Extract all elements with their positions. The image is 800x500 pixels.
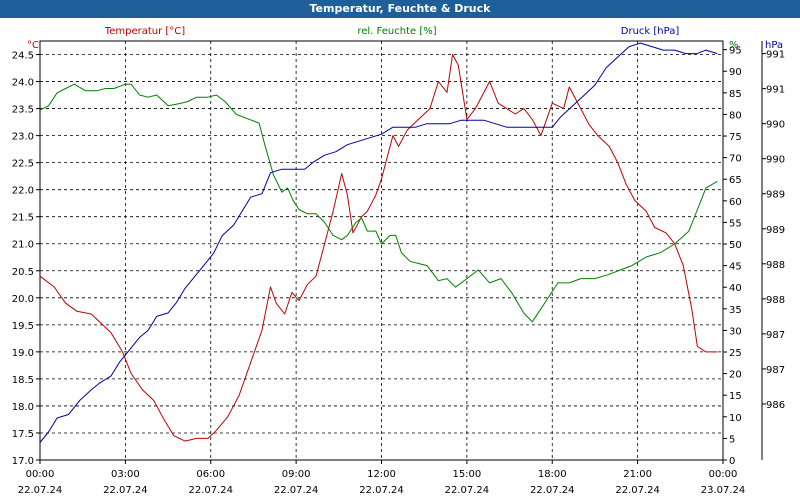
pressure-tick-label: 989: [766, 190, 785, 201]
humidity-tick-label: 20: [729, 370, 742, 381]
temperature-tick-label: 19.0: [12, 348, 34, 359]
pressure-tick-label: 991: [766, 85, 785, 96]
pressure-tick-label: 991: [766, 50, 785, 61]
pressure-unit-label: hPa: [765, 40, 783, 51]
pressure-tick-label: 988: [766, 295, 785, 306]
humidity-tick-label: 5: [729, 434, 735, 445]
time-axis: 00:00 22.07.24 03:00 22.07.24 06:00 22.07.24 0…: [18, 460, 746, 496]
temperature-tick-label: 21.5: [12, 213, 34, 224]
temperature-tick-label: 24.5: [12, 51, 34, 62]
humidity-tick-label: 45: [729, 262, 742, 273]
humidity-tick-label: 65: [729, 175, 742, 186]
date-tick-label: 22.07.24: [103, 485, 148, 496]
pressure-tick-label: 987: [766, 365, 785, 376]
series-line: [39, 54, 718, 442]
date-tick-label: 22.07.24: [359, 485, 404, 496]
humidity-tick-label: 60: [729, 197, 742, 208]
temperature-tick-label: 18.5: [12, 375, 34, 386]
time-tick-label: 21:00: [623, 469, 652, 480]
humidity-tick-label: 85: [729, 89, 742, 100]
pressure-tick-label: 989: [766, 225, 785, 236]
pressure-tick-label: 990: [766, 155, 785, 166]
pressure-tick-label: 987: [766, 330, 785, 341]
humidity-tick-label: 55: [729, 218, 742, 229]
humidity-tick-label: 70: [729, 154, 742, 165]
humidity-tick-label: 90: [729, 67, 742, 78]
time-tick-label: 00:00: [26, 469, 55, 480]
temperature-tick-label: 23.0: [12, 132, 34, 143]
humidity-tick-label: 95: [729, 46, 742, 57]
humidity-tick-label: 75: [729, 132, 742, 143]
date-tick-label: 22.07.24: [188, 485, 233, 496]
humidity-tick-label: 35: [729, 305, 742, 316]
series-line: [39, 42, 718, 443]
series-line: [39, 83, 718, 323]
time-tick-label: 03:00: [111, 469, 140, 480]
chart-title: Temperatur, Feuchte & Druck: [0, 0, 800, 18]
temperature-axis: 17.0 17.5 18.0 18.5 19.0 19.5 20.0 20.5 21.0 21.5…: [12, 40, 40, 467]
date-tick-label: 22.07.24: [18, 485, 63, 496]
pressure-tick-label: 986: [766, 400, 785, 411]
temperature-tick-label: 24.0: [12, 78, 34, 89]
humidity-tick-label: 50: [729, 240, 742, 251]
humidity-tick-label: 25: [729, 348, 742, 359]
humidity-tick-label: 80: [729, 110, 742, 121]
temperature-tick-label: 18.0: [12, 402, 34, 413]
humidity-axis: 0 5 10 15 20 25 30 35 40 45 50 55 60 65 70 75 80 85 90 95%: [723, 40, 742, 467]
temperature-tick-label: 19.5: [12, 321, 34, 332]
time-tick-label: 12:00: [367, 469, 396, 480]
temperature-tick-label: 22.0: [12, 186, 34, 197]
humidity-unit-label: %: [729, 40, 739, 51]
temperature-tick-label: 20.5: [12, 267, 34, 278]
temperature-tick-label: 22.5: [12, 159, 34, 170]
pressure-tick-label: 988: [766, 260, 785, 271]
temperature-tick-label: 21.0: [12, 240, 34, 251]
humidity-tick-label: 10: [729, 413, 742, 424]
series-lines: [39, 42, 718, 443]
chart-canvas: 17.0 17.5 18.0 18.5 19.0 19.5 20.0 20.5 21.0 21.5…: [12, 26, 785, 496]
humidity-tick-label: 30: [729, 326, 742, 337]
legend-entry: Druck [hPa]: [621, 26, 680, 37]
time-tick-label: 18:00: [538, 469, 567, 480]
temperature-tick-label: 23.5: [12, 105, 34, 116]
date-tick-label: 23.07.24: [701, 485, 746, 496]
time-tick-label: 00:00: [709, 469, 738, 480]
humidity-tick-label: 40: [729, 283, 742, 294]
temperature-unit-label: °C: [27, 40, 39, 51]
time-tick-label: 06:00: [196, 469, 225, 480]
pressure-tick-label: 990: [766, 120, 785, 131]
date-tick-label: 22.07.24: [274, 485, 319, 496]
legend-entry: rel. Feuchte [%]: [357, 26, 436, 37]
date-tick-label: 22.07.24: [445, 485, 490, 496]
grid-lines: [39, 41, 724, 461]
legend-entry: Temperatur [°C]: [104, 26, 185, 37]
temperature-tick-label: 20.0: [12, 294, 34, 305]
time-tick-label: 09:00: [282, 469, 311, 480]
legend: Temperatur [°C] rel. Feuchte [%] Druck [hP…: [104, 26, 680, 37]
humidity-tick-label: 15: [729, 391, 742, 402]
date-tick-label: 22.07.24: [530, 485, 575, 496]
time-tick-label: 15:00: [452, 469, 481, 480]
temperature-tick-label: 17.0: [12, 456, 34, 467]
temperature-tick-label: 17.5: [12, 429, 34, 440]
date-tick-label: 22.07.24: [615, 485, 660, 496]
humidity-tick-label: 0: [729, 456, 735, 467]
